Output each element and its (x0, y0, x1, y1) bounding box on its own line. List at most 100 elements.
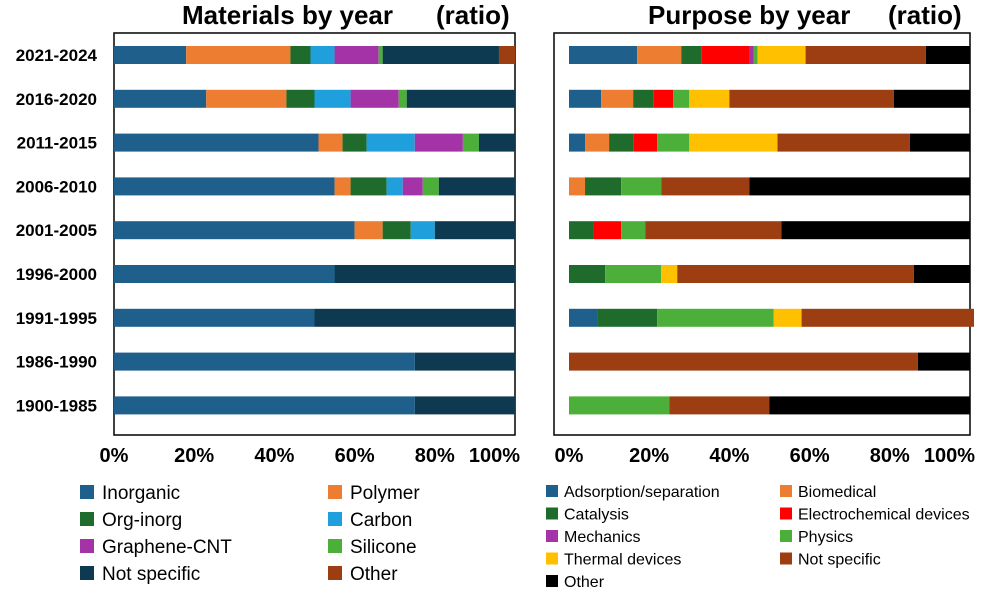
purpose-bar-1996-2000-other (913, 265, 970, 283)
materials-bar-2011-2015-org-inorg (342, 133, 367, 152)
purpose-bar-2011-2015-adsorption-separation (569, 133, 586, 152)
purpose-bar-1900-1985-other (769, 396, 970, 415)
materials-bar-2011-2015-not-specific (478, 133, 515, 152)
purpose-bar-2011-2015-electrochemical-devices (633, 133, 658, 152)
materials-bar-2001-2005-polymer (354, 221, 383, 240)
category-label-2011-2015: 2011-2015 (17, 134, 97, 153)
materials-bar-2016-2020-graphene-cnt (350, 89, 399, 108)
purpose-bar-1986-1990-other (917, 352, 970, 371)
purpose-legend-swatch-not-specific (780, 552, 792, 565)
materials-bar-2006-2010-carbon (386, 177, 403, 196)
purpose-bar-2011-2015-biomedical (585, 133, 610, 152)
purpose-bar-2016-2020-other (893, 89, 970, 108)
purpose-bar-2016-2020-adsorption-separation (569, 89, 602, 108)
purpose-legend-swatch-catalysis (546, 507, 558, 520)
materials-bar-2006-2010-polymer (334, 177, 351, 196)
materials-bar-1996-2000-inorganic (114, 265, 335, 283)
purpose-bar-2006-2010-physics (621, 177, 662, 196)
purpose-bar-2001-2005-not-specific (645, 221, 782, 240)
purpose-legend-label-catalysis: Catalysis (564, 507, 629, 524)
purpose-bar-1991-1995-thermal-devices (773, 308, 802, 327)
purpose-legend-swatch-adsorption-separation (546, 485, 558, 497)
materials-legend-swatch-inorganic (80, 485, 94, 499)
purpose-bar-2011-2015-physics (657, 133, 690, 152)
materials-bar-2016-2020-not-specific (406, 89, 515, 108)
purpose-tick-100: 100% (924, 445, 975, 467)
materials-tick-40: 40% (254, 445, 294, 467)
materials-bar-2021-2024-carbon (310, 46, 335, 64)
purpose-bar-2011-2015-thermal-devices (689, 133, 778, 152)
purpose-bar-2016-2020-biomedical (601, 89, 634, 108)
purpose-legend: Adsorption/separation Biomedical Catalysis… (546, 484, 970, 591)
purpose-bar-2021-2024-electrochemical-devices (701, 46, 750, 64)
materials-bar-2011-2015-silicone (462, 133, 479, 152)
materials-legend-swatch-polymer (328, 485, 342, 499)
materials-tick-labels: 0% 20% 40% 60% 80% 100% (100, 445, 521, 467)
purpose-bar-2001-2005-catalysis (569, 221, 594, 240)
purpose-bar-2006-2010-catalysis (585, 177, 622, 196)
materials-legend-label-carbon: Carbon (350, 510, 412, 531)
purpose-legend-swatch-other (546, 575, 558, 587)
category-label-2021-2024: 2021-2024 (16, 46, 98, 65)
purpose-bar-2021-2024-mechanics (749, 46, 754, 64)
purpose-bar-2021-2024-biomedical (637, 46, 682, 64)
materials-bar-2006-2010-inorganic (114, 177, 335, 196)
materials-bar-2016-2020-carbon (314, 89, 351, 108)
materials-tick-0: 0% (100, 445, 129, 467)
materials-bar-2021-2024-silicone (378, 46, 383, 64)
category-label-1996-2000: 1996-2000 (16, 265, 97, 284)
materials-tick-60: 60% (335, 445, 375, 467)
purpose-legend-label-mechanics: Mechanics (564, 529, 640, 546)
purpose-bar-2021-2024-other (925, 46, 970, 64)
materials-bar-2011-2015-graphene-cnt (414, 133, 463, 152)
purpose-bar-2016-2020-not-specific (729, 89, 894, 108)
materials-bar-1991-1995-not-specific (314, 308, 515, 327)
materials-legend-swatch-carbon (328, 512, 342, 526)
materials-bar-1996-2000-not-specific (334, 265, 515, 283)
materials-bar-2011-2015-carbon (366, 133, 415, 152)
purpose-legend-label-biomedical: Biomedical (798, 484, 876, 501)
materials-bar-2011-2015-inorganic (114, 133, 319, 152)
purpose-bar-2021-2024-thermal-devices (757, 46, 806, 64)
materials-bar-2001-2005-not-specific (434, 221, 515, 240)
materials-bar-1991-1995-inorganic (114, 308, 315, 327)
purpose-bar-2001-2005-electrochemical-devices (593, 221, 622, 240)
materials-tick-100: 100% (469, 445, 520, 467)
purpose-bar-2011-2015-not-specific (777, 133, 910, 152)
category-label-1986-1990: 1986-1990 (16, 353, 97, 372)
purpose-bar-1991-1995-adsorption-separation (569, 308, 598, 327)
materials-legend-label-graphene-cnt: Graphene-CNT (102, 537, 232, 558)
category-label-1991-1995: 1991-1995 (16, 309, 97, 328)
materials-legend-label-org-inorg: Org-inorg (102, 510, 182, 531)
purpose-bars (569, 46, 975, 415)
purpose-tick-20: 20% (629, 445, 669, 467)
materials-bar-2021-2024-other (498, 46, 515, 64)
materials-legend: Inorganic Polymer Org-inorg Carbon Graphene-… (80, 483, 420, 585)
materials-bar-2016-2020-polymer (206, 89, 287, 108)
materials-bar-2021-2024-polymer (186, 46, 291, 64)
materials-category-labels: 2021-2024 2016-2020 2011-2015 2006-2010 2001… (16, 46, 98, 415)
purpose-bar-2011-2015-other (909, 133, 970, 152)
materials-legend-label-silicone: Silicone (350, 537, 417, 558)
materials-bar-1986-1990-inorganic (114, 352, 415, 371)
purpose-bar-1900-1985-physics (569, 396, 670, 415)
purpose-legend-label-not-specific: Not specific (798, 552, 881, 569)
purpose-legend-swatch-electrochemical-devices (780, 507, 792, 520)
purpose-bar-2021-2024-adsorption-separation (569, 46, 638, 64)
materials-bar-1986-1990-not-specific (414, 352, 515, 371)
purpose-legend-label-physics: Physics (798, 529, 853, 546)
materials-chart: Materials by year (ratio) 2021-2024 2016-… (16, 0, 521, 585)
purpose-tick-labels: 0% 20% 40% 60% 80% 100% (555, 445, 976, 467)
materials-tick-80: 80% (415, 445, 455, 467)
materials-bar-2006-2010-silicone (422, 177, 439, 196)
materials-legend-label-inorganic: Inorganic (102, 483, 180, 504)
purpose-chart: Purpose by year (ratio) 0% 20% 40% 60% 80% 10… (546, 0, 975, 591)
category-label-2006-2010: 2006-2010 (16, 177, 97, 196)
category-label-2001-2005: 2001-2005 (16, 221, 97, 240)
purpose-tick-60: 60% (790, 445, 830, 467)
materials-bar-2021-2024-inorganic (114, 46, 187, 64)
materials-tick-20: 20% (174, 445, 214, 467)
purpose-bar-1996-2000-catalysis (569, 265, 606, 283)
purpose-bar-2021-2024-physics (753, 46, 758, 64)
